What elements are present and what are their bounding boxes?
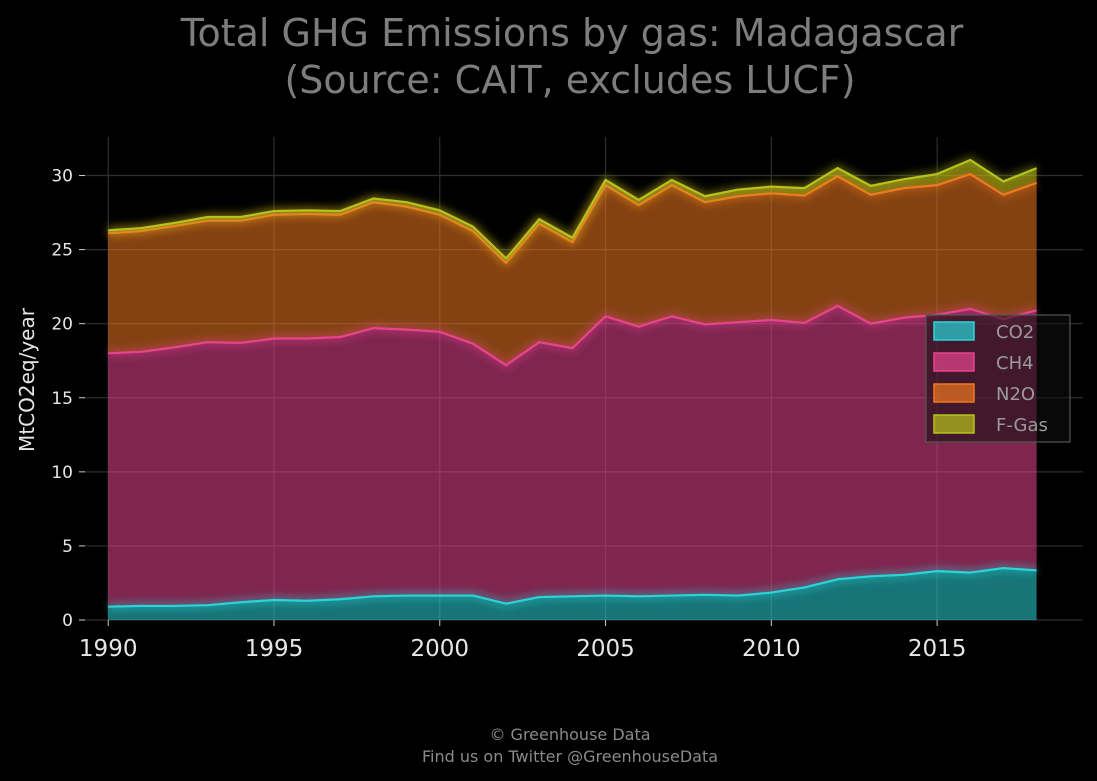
x-axis-ticks: 1990 1995 2000 2005 2010 2015 <box>79 620 966 662</box>
legend-label-n2o: N2O <box>996 384 1035 405</box>
footer-copyright: © Greenhouse Data <box>489 725 650 744</box>
y-tick-label: 20 <box>51 315 73 335</box>
x-tick-label: 2015 <box>908 636 967 662</box>
y-tick-label: 15 <box>51 389 73 409</box>
y-tick-label: 0 <box>62 611 73 631</box>
x-tick-label: 1995 <box>245 636 304 662</box>
chart-title-line2: (Source: CAIT, excludes LUCF) <box>284 58 855 102</box>
legend-label-ch4: CH4 <box>996 353 1034 374</box>
x-tick-label: 1990 <box>79 636 138 662</box>
legend-swatch-f-gas <box>933 414 975 434</box>
y-tick-label: 30 <box>51 167 73 187</box>
area-co2 <box>108 568 1037 620</box>
area-ch4 <box>108 305 1037 607</box>
plot-lines <box>107 155 1039 612</box>
y-tick-label: 25 <box>51 241 73 261</box>
legend-label-co2: CO2 <box>996 322 1034 343</box>
x-tick-label: 2005 <box>576 636 635 662</box>
y-axis-label: MtCO2eq/year <box>15 307 39 452</box>
line-co2 <box>108 567 1037 608</box>
y-tick-label: 5 <box>62 537 73 557</box>
legend-swatch-co2 <box>933 321 975 341</box>
y-tick-label: 10 <box>51 463 73 483</box>
x-tick-label: 2000 <box>410 636 469 662</box>
y-axis-ticks: 0 5 10 15 20 25 30 <box>51 167 85 631</box>
line-ch4 <box>108 304 1037 367</box>
legend: CO2 CH4 N2O F-Gas <box>925 314 1071 443</box>
chart-title-line1: Total GHG Emissions by gas: Madagascar <box>180 11 964 55</box>
area-n2o <box>108 174 1037 366</box>
legend-label-f-gas: F-Gas <box>996 415 1048 436</box>
footer-twitter: Find us on Twitter @GreenhouseData <box>422 747 718 766</box>
legend-swatch-n2o <box>933 383 975 403</box>
x-tick-label: 2010 <box>742 636 801 662</box>
line-f-gas <box>108 158 1037 260</box>
legend-swatch-ch4 <box>933 352 975 372</box>
